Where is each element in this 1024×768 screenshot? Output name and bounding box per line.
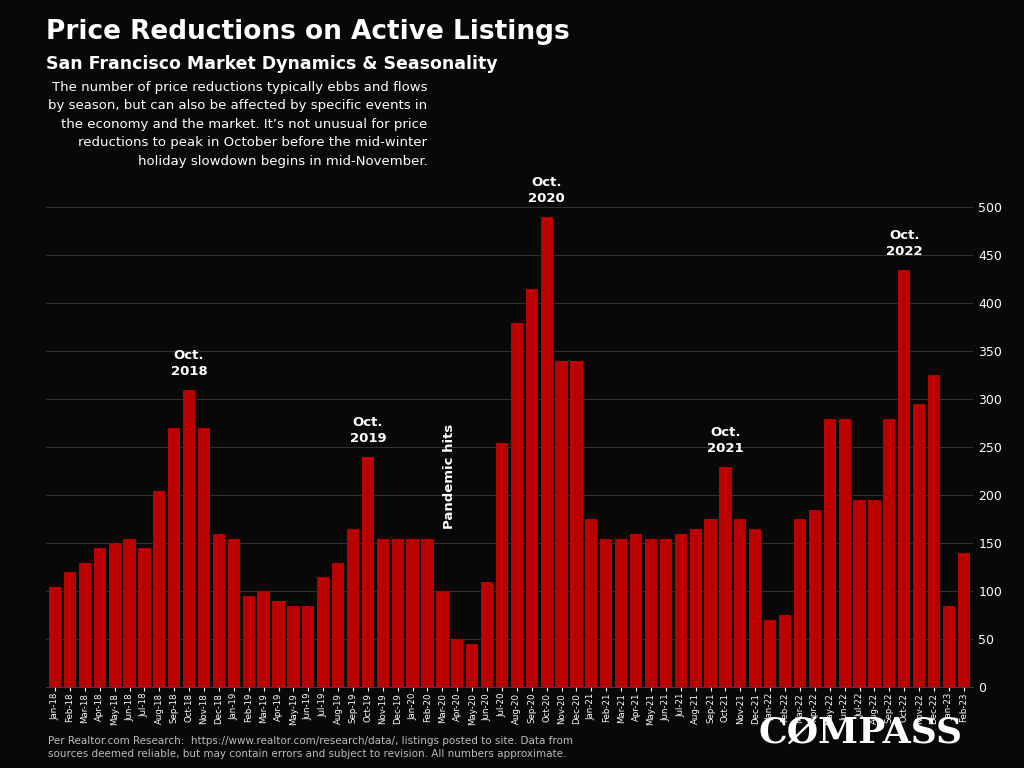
Bar bbox=[720, 467, 731, 687]
Bar bbox=[109, 544, 121, 687]
Bar bbox=[288, 606, 299, 687]
Bar bbox=[764, 621, 776, 687]
Bar bbox=[600, 538, 612, 687]
Bar bbox=[168, 429, 180, 687]
Bar bbox=[839, 419, 851, 687]
Text: Per Realtor.com Research:  https://www.realtor.com/research/data/, listings post: Per Realtor.com Research: https://www.re… bbox=[48, 736, 573, 759]
Bar bbox=[943, 606, 955, 687]
Bar bbox=[377, 538, 389, 687]
Text: Oct.
2021: Oct. 2021 bbox=[708, 426, 743, 455]
Bar bbox=[645, 538, 657, 687]
Bar bbox=[317, 577, 330, 687]
Bar bbox=[689, 529, 701, 687]
Bar bbox=[853, 500, 865, 687]
Bar bbox=[525, 289, 538, 687]
Bar bbox=[496, 442, 508, 687]
Text: CØMPASS: CØMPASS bbox=[758, 717, 963, 750]
Bar bbox=[452, 639, 464, 687]
Text: Oct.
2018: Oct. 2018 bbox=[171, 349, 208, 379]
Bar bbox=[332, 562, 344, 687]
Bar bbox=[124, 538, 135, 687]
Bar bbox=[257, 591, 269, 687]
Text: Oct.
2022: Oct. 2022 bbox=[886, 229, 923, 258]
Bar bbox=[347, 529, 359, 687]
Bar bbox=[913, 404, 926, 687]
Bar bbox=[213, 534, 225, 687]
Bar bbox=[302, 606, 314, 687]
Bar bbox=[884, 419, 895, 687]
Bar bbox=[705, 519, 717, 687]
Bar bbox=[898, 270, 910, 687]
Text: Pandemic hits: Pandemic hits bbox=[443, 423, 457, 529]
Text: Oct.
2020: Oct. 2020 bbox=[528, 177, 565, 206]
Bar bbox=[361, 457, 374, 687]
Bar bbox=[183, 390, 196, 687]
Bar bbox=[659, 538, 672, 687]
Bar bbox=[391, 538, 403, 687]
Bar bbox=[511, 323, 523, 687]
Bar bbox=[868, 500, 881, 687]
Bar bbox=[809, 510, 821, 687]
Bar bbox=[243, 596, 255, 687]
Bar bbox=[79, 562, 91, 687]
Bar bbox=[823, 419, 836, 687]
Bar bbox=[227, 538, 240, 687]
Bar bbox=[422, 538, 433, 687]
Text: San Francisco Market Dynamics & Seasonality: San Francisco Market Dynamics & Seasonal… bbox=[46, 55, 498, 73]
Bar bbox=[407, 538, 419, 687]
Bar bbox=[794, 519, 806, 687]
Bar bbox=[928, 376, 940, 687]
Bar bbox=[586, 519, 597, 687]
Bar bbox=[750, 529, 762, 687]
Bar bbox=[615, 538, 628, 687]
Bar bbox=[779, 615, 792, 687]
Bar bbox=[555, 361, 567, 687]
Bar bbox=[93, 548, 105, 687]
Bar bbox=[541, 217, 553, 687]
Text: Price Reductions on Active Listings: Price Reductions on Active Listings bbox=[46, 19, 569, 45]
Text: The number of price reductions typically ebbs and flows
by season, but can also : The number of price reductions typically… bbox=[48, 81, 427, 167]
Bar bbox=[481, 582, 494, 687]
Bar bbox=[957, 553, 970, 687]
Bar bbox=[198, 429, 210, 687]
Bar bbox=[154, 491, 166, 687]
Bar bbox=[436, 591, 449, 687]
Bar bbox=[138, 548, 151, 687]
Bar bbox=[675, 534, 687, 687]
Bar bbox=[630, 534, 642, 687]
Bar bbox=[570, 361, 583, 687]
Bar bbox=[49, 587, 61, 687]
Bar bbox=[466, 644, 478, 687]
Bar bbox=[272, 601, 285, 687]
Text: Oct.
2019: Oct. 2019 bbox=[349, 416, 386, 445]
Bar bbox=[63, 572, 76, 687]
Bar bbox=[734, 519, 746, 687]
